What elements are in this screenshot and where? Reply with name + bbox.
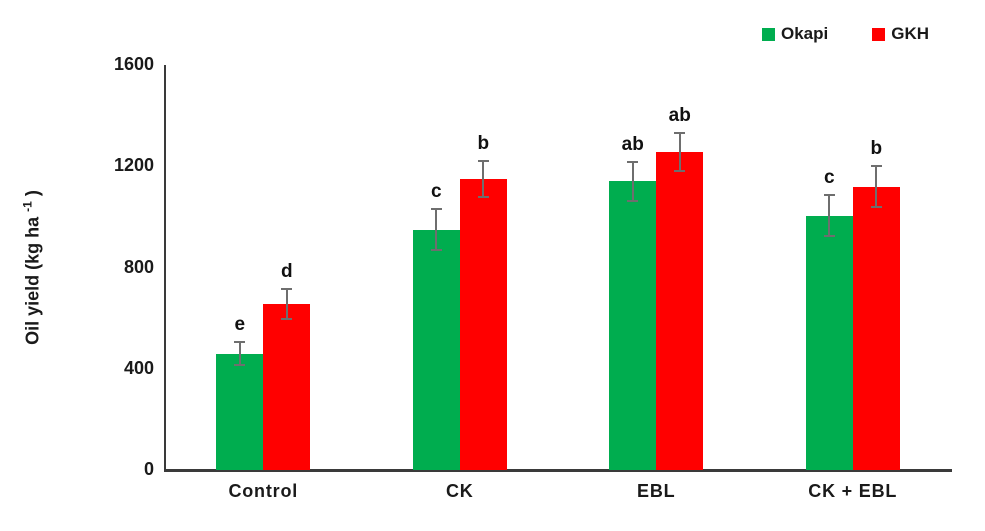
x-category-label: Control [228, 481, 299, 501]
y-axis-line [164, 65, 166, 471]
bar-gkh-ck [459, 178, 507, 470]
error-bar-cap [234, 341, 246, 344]
y-tick-label: 1200 [113, 155, 154, 176]
error-bar-cap [870, 165, 882, 168]
bar-gkh-ebl [656, 152, 704, 470]
significance-letter: d [280, 261, 293, 283]
legend-label-gkh: GKH [891, 24, 930, 43]
y-tick-label: 800 [123, 256, 154, 277]
significance-letter: c [823, 167, 835, 189]
error-bar-cap [477, 160, 489, 163]
bar-okapi-control [216, 353, 264, 470]
error-bar [875, 166, 878, 207]
error-bar-cap [430, 248, 442, 251]
bar-okapi-ck+ebl [805, 215, 853, 470]
significance-letter: ab [668, 105, 691, 127]
error-bar [631, 161, 634, 202]
error-bar-cap [627, 200, 639, 203]
x-category-label: CK [445, 481, 474, 501]
error-bar-cap [281, 318, 293, 321]
error-bar-cap [627, 160, 639, 163]
error-bar-cap [870, 205, 882, 208]
y-axis-title: Oil yield (kg ha -1 ) [21, 148, 44, 388]
error-bar-cap [234, 363, 246, 366]
error-bar-cap [477, 195, 489, 198]
error-bar [678, 133, 681, 172]
error-bar-cap [674, 170, 686, 173]
legend: Okapi GKH [762, 24, 929, 44]
x-category-label: EBL [637, 481, 676, 501]
significance-letter: ab [621, 133, 644, 155]
legend-label-okapi: Okapi [781, 24, 829, 43]
y-axis-title-superscript: -1 [20, 201, 35, 212]
error-bar [285, 289, 288, 320]
significance-letter: b [870, 138, 883, 160]
bar-gkh-control [263, 304, 311, 470]
y-tick-label: 0 [143, 459, 154, 479]
bar-gkh-ck+ebl [852, 186, 900, 470]
error-bar [238, 342, 241, 365]
y-tick-label: 1600 [113, 54, 154, 74]
legend-item-okapi: Okapi [762, 24, 828, 44]
legend-swatch-gkh [872, 27, 886, 41]
legend-swatch-okapi [762, 27, 775, 41]
error-bar-cap [823, 194, 835, 197]
error-bar-cap [281, 288, 293, 291]
error-bar [828, 195, 831, 236]
legend-item-gkh: GKH [872, 24, 929, 44]
error-bar [482, 161, 485, 197]
y-axis-title-close: ) [22, 190, 43, 202]
x-axis-line [164, 469, 952, 472]
x-category-label: CK + EBL [808, 481, 898, 501]
error-bar-cap [430, 208, 442, 211]
error-bar-cap [823, 234, 835, 237]
significance-letter: e [234, 314, 246, 336]
error-bar [435, 209, 438, 250]
error-bar-cap [674, 132, 686, 135]
significance-letter: c [430, 181, 442, 203]
y-tick-label: 400 [123, 357, 154, 378]
bar-okapi-ck [412, 229, 460, 470]
bar-okapi-ebl [609, 181, 657, 470]
significance-letter: b [477, 133, 490, 155]
y-axis-title-text: Oil yield (kg ha [22, 211, 43, 345]
